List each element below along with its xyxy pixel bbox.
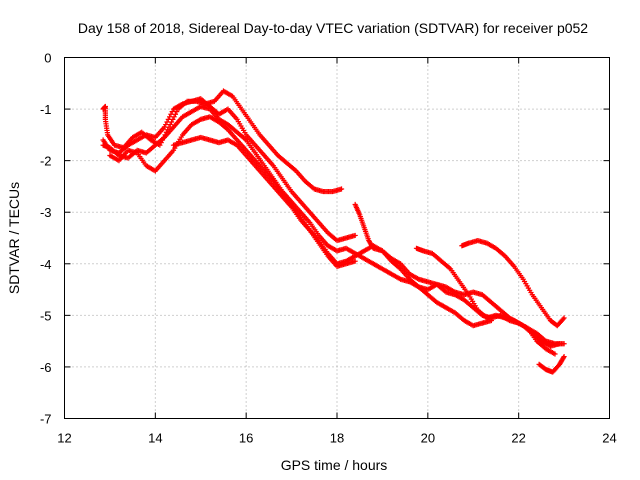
y-tick-label: -3	[40, 205, 52, 220]
data-point	[560, 355, 567, 361]
series-track-g	[413, 245, 563, 349]
x-axis-title: GPS time / hours	[281, 457, 388, 473]
y-tick-label: -4	[40, 257, 52, 272]
data-point	[338, 186, 345, 192]
series-track-c	[100, 103, 567, 347]
y-tick-label: -6	[40, 360, 52, 375]
data-point	[561, 315, 567, 321]
y-tick-label: -2	[40, 154, 52, 169]
x-tick-label: 22	[511, 431, 525, 446]
plot-frame	[64, 57, 610, 419]
series-track-i	[536, 354, 567, 375]
data-points	[100, 88, 567, 375]
series-track-f	[352, 201, 495, 329]
series-track-e	[170, 134, 358, 269]
data-point	[488, 317, 495, 324]
y-tick-label: -7	[40, 412, 52, 427]
series-track-h	[459, 237, 567, 329]
x-tick-label: 18	[330, 431, 344, 446]
x-tick-label: 24	[602, 431, 616, 446]
x-tick-label: 20	[421, 431, 435, 446]
y-tick-label: -5	[40, 308, 52, 323]
series-track-d	[107, 114, 558, 357]
x-tick-label: 12	[57, 431, 71, 446]
data-point	[561, 341, 567, 347]
data-point	[556, 341, 563, 347]
y-tick-label: -1	[40, 102, 52, 117]
y-axis-title: SDTVAR / TECUs	[6, 182, 22, 294]
data-point	[561, 354, 567, 360]
x-tick-label: 14	[148, 431, 162, 446]
y-tick-labels: 0 -1 -2 -3 -4 -5 -6 -7	[40, 51, 52, 427]
chart-title: Day 158 of 2018, Sidereal Day-to-day VTE…	[78, 20, 588, 36]
series-track-b	[100, 96, 358, 244]
y-tick-label: 0	[44, 51, 51, 66]
x-tick-labels: 12 14 16 18 20 22 24	[57, 431, 616, 446]
data-point	[552, 351, 558, 357]
data-point	[352, 232, 358, 239]
x-tick-label: 16	[239, 431, 253, 446]
data-point	[352, 258, 358, 264]
data-point	[560, 316, 566, 322]
